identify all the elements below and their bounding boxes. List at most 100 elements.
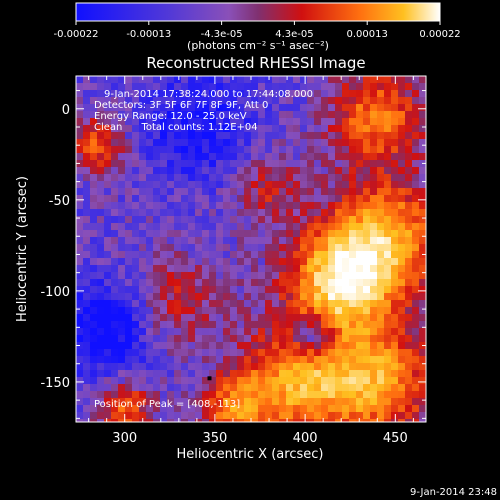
heatmap-cell (405, 398, 412, 405)
heatmap-cell (167, 83, 174, 90)
heatmap-cell (279, 83, 286, 90)
heatmap-cell (391, 272, 398, 279)
heatmap-cell (230, 216, 237, 223)
heatmap-cell (349, 272, 356, 279)
heatmap-cell (279, 405, 286, 412)
heatmap-cell (97, 167, 104, 174)
heatmap-cell (237, 237, 244, 244)
y-tick-label: -150 (40, 376, 70, 391)
colorbar-tick-label: -0.00013 (126, 29, 171, 40)
heatmap-cell (412, 286, 419, 293)
heatmap-cell (104, 328, 111, 335)
heatmap-cell (293, 237, 300, 244)
heatmap-cell (265, 307, 272, 314)
heatmap-cell (223, 377, 230, 384)
heatmap-cell (412, 209, 419, 216)
heatmap-cell (174, 223, 181, 230)
heatmap-cell (335, 167, 342, 174)
heatmap-cell (335, 132, 342, 139)
heatmap-cell (398, 300, 405, 307)
heatmap-cell (258, 230, 265, 237)
heatmap-cell (321, 230, 328, 237)
heatmap-cell (195, 251, 202, 258)
heatmap-cell (237, 377, 244, 384)
footer-timestamp: 9-Jan-2014 23:48 (410, 487, 497, 498)
heatmap-cell (97, 398, 104, 405)
heatmap-cell (307, 104, 314, 111)
heatmap-cell (265, 377, 272, 384)
heatmap-cell (230, 258, 237, 265)
heatmap-cell (160, 76, 167, 83)
heatmap-cell (125, 97, 132, 104)
heatmap-cell (335, 370, 342, 377)
heatmap-cell (349, 202, 356, 209)
heatmap-cell (412, 321, 419, 328)
heatmap-cell (209, 279, 216, 286)
heatmap-cell (139, 188, 146, 195)
heatmap-cell (356, 209, 363, 216)
heatmap-cell (111, 307, 118, 314)
heatmap-cell (314, 216, 321, 223)
heatmap-cell (216, 202, 223, 209)
heatmap-cell (279, 76, 286, 83)
heatmap-cell (181, 76, 188, 83)
heatmap-cell (216, 125, 223, 132)
heatmap-cell (174, 132, 181, 139)
heatmap-cell (286, 153, 293, 160)
heatmap-cell (209, 391, 216, 398)
heatmap-cell (90, 202, 97, 209)
heatmap-cell (412, 216, 419, 223)
heatmap-cell (181, 223, 188, 230)
heatmap-cell (132, 335, 139, 342)
heatmap-cell (76, 90, 83, 97)
heatmap-cell (265, 300, 272, 307)
heatmap-cell (83, 237, 90, 244)
heatmap-cell (258, 363, 265, 370)
heatmap-cell (363, 139, 370, 146)
heatmap-cell (328, 286, 335, 293)
heatmap-cell (258, 272, 265, 279)
heatmap-cell (342, 391, 349, 398)
heatmap-cell (76, 286, 83, 293)
heatmap-cell (195, 167, 202, 174)
heatmap-cell (363, 356, 370, 363)
heatmap-cell (209, 405, 216, 412)
heatmap-cell (293, 153, 300, 160)
heatmap-cell (209, 83, 216, 90)
heatmap-cell (286, 391, 293, 398)
heatmap-cell (237, 244, 244, 251)
heatmap-cell (188, 223, 195, 230)
heatmap-cell (202, 97, 209, 104)
heatmap-cell (412, 328, 419, 335)
heatmap-cell (370, 139, 377, 146)
heatmap-cell (370, 118, 377, 125)
heatmap-cell (153, 237, 160, 244)
heatmap-cell (314, 125, 321, 132)
heatmap-cell (335, 153, 342, 160)
heatmap-cell (328, 349, 335, 356)
colorbar-tick-label: 0.00022 (419, 29, 460, 40)
heatmap-cell (328, 279, 335, 286)
heatmap-cell (237, 265, 244, 272)
heatmap-cell (370, 328, 377, 335)
heatmap-cell (244, 370, 251, 377)
heatmap-cell (265, 146, 272, 153)
heatmap-cell (104, 314, 111, 321)
heatmap-cell (335, 244, 342, 251)
heatmap-cell (321, 118, 328, 125)
heatmap-cell (83, 370, 90, 377)
heatmap-cell (90, 83, 97, 90)
heatmap-cell (419, 209, 426, 216)
heatmap-cell (279, 272, 286, 279)
heatmap-cell (279, 258, 286, 265)
heatmap-cell (391, 335, 398, 342)
heatmap-cell (153, 377, 160, 384)
heatmap-cell (321, 244, 328, 251)
heatmap-cell (419, 314, 426, 321)
heatmap-cell (370, 216, 377, 223)
heatmap-cell (118, 398, 125, 405)
heatmap-cell (335, 391, 342, 398)
heatmap-cell (370, 370, 377, 377)
heatmap-cell (377, 188, 384, 195)
heatmap-cell (209, 160, 216, 167)
